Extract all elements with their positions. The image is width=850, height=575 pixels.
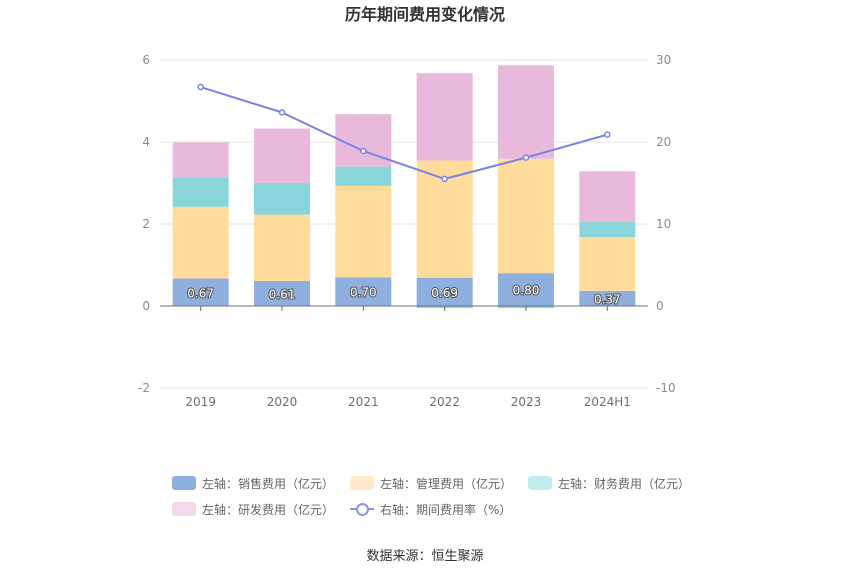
right-axis-tick-label: 0: [656, 299, 664, 313]
bar-data-label: 0.69: [431, 286, 458, 300]
bar-data-label: 0.70: [350, 286, 377, 300]
legend-item-admin[interactable]: 左轴：管理费用（亿元）: [350, 475, 512, 492]
legend-line-marker-icon: [350, 502, 375, 516]
rate-line: [200, 86, 608, 180]
bar-segment: [254, 128, 310, 183]
bar-data-label: 0.67: [187, 286, 214, 300]
bar-segment: [579, 221, 636, 238]
bar-segment: [579, 171, 636, 222]
left-axis-tick-label: 2: [142, 217, 150, 231]
rate-point: [360, 147, 367, 155]
legend-label-rate: 右轴：期间费用率（%）: [380, 502, 512, 517]
legend-label-sales: 左轴：销售费用（亿元）: [202, 476, 335, 491]
bar-segment: [579, 290, 636, 306]
grid-lines: [160, 59, 648, 389]
x-axis-tick-label: 2021: [348, 395, 379, 409]
bar-data-label: 0.80: [513, 284, 540, 298]
legend-swatch-rnd: [172, 502, 196, 516]
bar-segment: [335, 185, 392, 278]
bar-group: [172, 65, 636, 309]
legend: 左轴：销售费用（亿元） 左轴：管理费用（亿元） 左轴：财务费用（亿元） 左轴：研…: [172, 470, 692, 522]
x-axis-tick-label: 2024H1: [584, 395, 631, 409]
bar-segment: [254, 280, 310, 306]
legend-row-2: 左轴：研发费用（亿元） 右轴：期间费用率（%）: [172, 496, 692, 522]
legend-item-sales[interactable]: 左轴：销售费用（亿元）: [172, 475, 334, 492]
legend-item-rate[interactable]: 右轴：期间费用率（%）: [350, 501, 511, 518]
left-axis-tick-label: 0: [142, 299, 150, 313]
x-axis-tick-label: 2022: [429, 395, 460, 409]
x-axis-tick-label: 2023: [511, 395, 542, 409]
bar-segment: [498, 65, 554, 159]
source-note: 数据来源：恒生聚源: [366, 549, 484, 564]
legend-item-rnd[interactable]: 左轴：研发费用（亿元）: [172, 501, 334, 518]
bar-data-label: 0.37: [594, 292, 621, 306]
legend-row-1: 左轴：销售费用（亿元） 左轴：管理费用（亿元） 左轴：财务费用（亿元）: [172, 470, 692, 496]
legend-swatch-admin: [350, 476, 375, 490]
rate-point: [278, 109, 286, 116]
x-axis-tick-label: 2019: [185, 395, 216, 409]
rate-point: [441, 175, 448, 183]
bar-segment: [416, 73, 473, 161]
right-axis-tick-label: 30: [656, 53, 671, 67]
left-axis-tick-label: 4: [142, 135, 150, 149]
bar-segment: [172, 206, 229, 279]
legend-label-finance: 左轴：财务费用（亿元）: [558, 476, 691, 491]
bar-segment: [254, 214, 310, 281]
right-axis-tick-label: -10: [656, 381, 676, 395]
bar-segment: [335, 277, 392, 306]
left-axis-tick-label: -2: [138, 381, 150, 395]
line-series: [197, 83, 611, 183]
bar-segment: [172, 177, 229, 207]
bar-segment: [335, 166, 392, 186]
legend-label-rnd: 左轴：研发费用（亿元）: [202, 502, 335, 517]
bar-segment: [254, 183, 310, 215]
bar-segment: [498, 273, 554, 306]
legend-swatch-finance: [528, 476, 553, 490]
right-axis-tick-label: 10: [656, 217, 671, 231]
legend-item-finance[interactable]: 左轴：财务费用（亿元）: [528, 475, 690, 492]
legend-swatch-sales: [172, 476, 196, 490]
bar-data-label: 0.61: [269, 287, 296, 301]
bar-segment: [172, 278, 229, 306]
rate-point: [197, 83, 204, 91]
bar-label-group: 0.67 0.61 0.70 0.69 0.80 0.37: [186, 283, 621, 308]
x-axis-tick-label: 2020: [267, 395, 298, 409]
left-axis-tick-label: 6: [142, 53, 150, 67]
rate-point: [522, 154, 530, 161]
right-axis-tick-label: 20: [656, 135, 671, 149]
rate-point: [604, 131, 611, 138]
legend-label-admin: 左轴：管理费用（亿元）: [380, 476, 513, 491]
bar-segment: [579, 237, 636, 291]
chart-title: 历年期间费用变化情况: [345, 5, 505, 24]
bar-segment: [498, 158, 554, 274]
bar-segment: [416, 277, 473, 306]
axis-group: -2 -10 0 0 2 10 4 20 6 30 2019 2020 2021 2022 2023 2024…: [138, 53, 676, 409]
bar-segment: [172, 142, 229, 178]
